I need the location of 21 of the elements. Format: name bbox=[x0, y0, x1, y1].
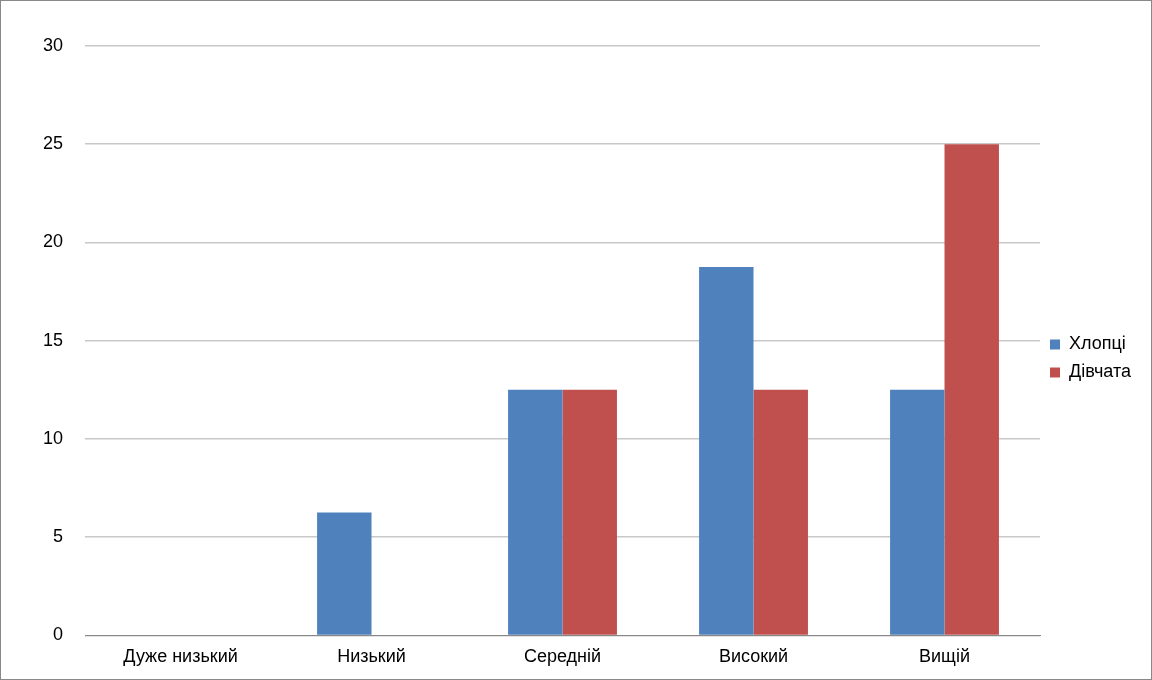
y-tick-label: 15 bbox=[42, 329, 64, 350]
bar bbox=[753, 389, 808, 635]
legend-label: Дівчата bbox=[1069, 361, 1132, 382]
y-tick-label: 25 bbox=[42, 133, 64, 154]
y-tick-label: 5 bbox=[53, 526, 64, 547]
bar bbox=[317, 512, 372, 635]
y-tick-label: 10 bbox=[42, 427, 64, 448]
bar bbox=[944, 144, 999, 635]
legend-label: Хлопці bbox=[1069, 333, 1126, 354]
y-tick-label: 30 bbox=[42, 34, 64, 55]
x-tick-label: Вищій bbox=[919, 646, 970, 667]
x-tick-label: Високий bbox=[718, 646, 789, 667]
x-tick-label: Дуже низький bbox=[123, 646, 238, 667]
y-tick-label: 0 bbox=[53, 624, 64, 645]
bar bbox=[562, 389, 617, 635]
x-tick-label: Низький bbox=[337, 646, 406, 667]
bar bbox=[890, 389, 945, 635]
bar bbox=[699, 267, 754, 635]
x-tick-label: Середній bbox=[523, 646, 602, 667]
y-tick-label: 20 bbox=[42, 231, 64, 252]
bar bbox=[508, 389, 563, 635]
